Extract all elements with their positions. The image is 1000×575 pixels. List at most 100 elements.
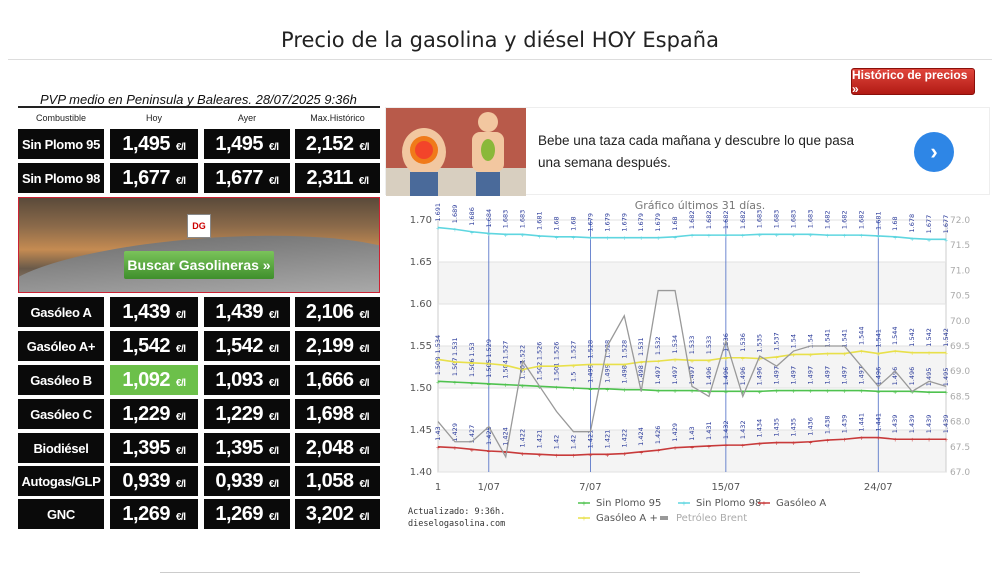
site-logo-icon: DG [187,214,211,238]
y2-tick-label: 69.5 [950,342,970,352]
y-tick-label: 1.70 [410,215,432,226]
y-tick-label: 1.40 [410,467,432,478]
data-label: 1.496 [739,367,747,386]
data-point-marker: + [825,438,829,445]
data-label: 1.54 [807,334,815,348]
ad-text[interactable]: Bebe una taza cada mañana y descubre lo … [538,133,854,170]
price-unit: €/l [175,478,186,490]
data-label: 1.68 [671,216,679,230]
data-point-marker: + [859,436,863,443]
price-chart: Gráfico últimos 31 días. 1.40 1.45 1.50 1.5… [390,198,1000,538]
price-unit: €/l [358,175,369,187]
data-label: 1.682 [857,211,865,230]
legend-label: Gasóleo A + [596,512,658,524]
data-label: 1.679 [586,213,594,232]
data-point-marker: + [487,449,491,456]
buscar-gasolineras-banner[interactable]: DG Buscar Gasolineras » [18,197,380,293]
advertisement[interactable]: Bebe una taza cada mañana y descubre lo … [385,107,990,196]
data-point-marker: + [690,358,694,365]
data-label: 1.531 [637,337,645,356]
data-label: 1.533 [705,336,713,355]
price-value: 3,202 [305,502,354,525]
chart-svg: 1.40 1.45 1.50 1.55 1.60 1.65 1.70 67.0 67.5 68.0… [410,203,971,524]
data-point-marker: + [470,381,474,388]
data-label: 1.683 [519,210,527,229]
data-point-marker: + [893,389,897,396]
data-label: 1.682 [739,211,747,230]
data-point-marker: + [707,233,711,240]
historico-precios-button[interactable]: Histórico de precios » [851,68,975,96]
x-tick-label: 1/07 [478,482,500,493]
data-label: 1.683 [790,210,798,229]
data-label: 1.421 [536,430,544,449]
data-label: 1.507 [451,358,459,377]
data-point-marker: + [825,352,829,359]
data-label: 1.426 [654,426,662,445]
site-url-text[interactable]: dieselogasolina.com [408,519,506,529]
data-point-marker: + [893,437,897,444]
x-tick-label: 7/07 [579,482,601,493]
price-hoy: 1,269 €/l [110,499,198,529]
data-point-marker: + [724,233,728,240]
data-label: 1.528 [620,340,628,359]
price-ayer: 1,093 €/l [204,365,290,395]
price-unit: €/l [359,411,370,423]
data-point-marker: + [673,389,677,396]
data-point-marker: + [554,235,558,242]
price-hoy: 1,495 €/l [110,129,198,159]
data-point-marker: + [724,356,728,363]
data-label: 1.536 [739,333,747,352]
buscar-gasolineras-button[interactable]: Buscar Gasolineras » [124,251,274,279]
data-label: 1.508 [434,357,442,376]
y2-tick-label: 71.0 [950,266,970,276]
data-point-marker: + [741,389,745,396]
data-point-marker: + [690,445,694,452]
price-max: 1,666 €/l [295,365,380,395]
price-unit: €/l [175,411,186,423]
data-point-marker: + [910,389,914,396]
data-point-marker: + [741,443,745,450]
data-point-marker: + [690,389,694,396]
data-label: 1.506 [468,358,476,377]
data-point-marker: + [792,389,796,396]
fuel-name: GNC [18,499,104,529]
price-unit: €/l [175,377,186,389]
data-label: 1.43 [688,426,696,440]
price-ayer: 1,395 €/l [204,433,290,463]
data-point-marker: + [538,452,542,459]
price-max: 2,048 €/l [295,433,380,463]
ad-arrow-button[interactable]: › [914,132,954,172]
price-unit: €/l [175,511,186,523]
data-point-marker: + [521,368,525,375]
data-point-marker: + [876,436,880,443]
data-point-marker: + [453,380,457,387]
data-point-marker: + [605,387,609,394]
price-unit: €/l [268,445,279,457]
data-label: 1.68 [553,216,561,230]
ad-image[interactable] [386,108,526,196]
data-label: 1.429 [671,423,679,442]
data-label: 1.431 [705,421,713,440]
data-point-marker: + [859,389,863,396]
price-value: 1,439 [215,300,263,323]
price-value: 1,093 [215,368,263,391]
data-label: 1.682 [823,211,831,230]
data-label: 1.531 [451,337,459,356]
data-label: 1.42 [553,435,561,449]
price-hoy: 1,542 €/l [110,331,198,361]
data-point-marker: + [842,352,846,359]
plot-band [438,262,946,304]
data-label: 1.534 [671,335,679,354]
price-value: 0,939 [122,469,170,492]
data-point-marker: + [758,389,762,396]
data-label: 1.497 [654,366,662,385]
data-point-marker: + [487,382,491,389]
price-value: 1,542 [215,334,263,357]
data-label: 1.429 [451,423,459,442]
data-point-marker: + [808,389,812,396]
data-label: 1.439 [908,415,916,434]
data-point-marker: + [808,440,812,447]
price-hoy: 1,229 €/l [110,399,198,429]
title-divider [8,59,992,60]
data-point-marker: + [571,386,575,393]
